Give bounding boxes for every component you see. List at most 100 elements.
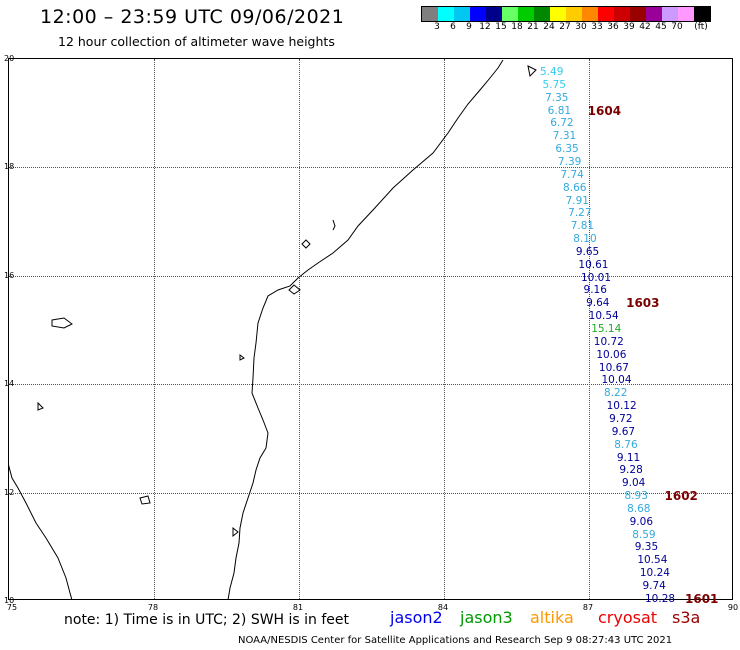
wave-height-value: 7.91 bbox=[565, 194, 589, 207]
wave-height-value: 10.54 bbox=[637, 554, 668, 567]
wave-height-value: 15.14 bbox=[591, 323, 622, 335]
island-h bbox=[288, 284, 301, 295]
wave-height-value: 8.10 bbox=[573, 233, 597, 246]
x-axis-label: 75 bbox=[6, 603, 18, 612]
grid-line-vertical bbox=[154, 59, 155, 599]
wave-height-value: 7.81 bbox=[570, 220, 595, 233]
wave-height-value: 9.06 bbox=[629, 515, 654, 528]
y-axis-label: 20 bbox=[4, 54, 15, 63]
wave-height-value: 10.61 bbox=[578, 258, 609, 271]
scale-swatch bbox=[486, 7, 502, 21]
satellite-name: cryosat bbox=[598, 608, 658, 627]
pass-id-label: 1603 bbox=[626, 296, 660, 311]
wave-height-value: 8.59 bbox=[632, 528, 656, 541]
scale-label: 15 bbox=[495, 22, 507, 32]
wave-height-value: 9.72 bbox=[609, 412, 633, 425]
island-e bbox=[37, 401, 44, 411]
wave-height-value: 10.67 bbox=[598, 361, 629, 374]
scale-label: 3 bbox=[434, 22, 440, 32]
scale-label: 30 bbox=[575, 22, 587, 32]
y-axis-label: 12 bbox=[4, 487, 15, 497]
island-a bbox=[332, 219, 336, 231]
wave-height-value: 10.28 bbox=[645, 592, 676, 605]
wave-height-value: 7.31 bbox=[552, 130, 577, 143]
grid-line-vertical bbox=[299, 59, 300, 599]
wave-height-value: 10.04 bbox=[601, 374, 632, 387]
scale-label: 6 bbox=[450, 22, 456, 32]
pass-id-label: 1604 bbox=[587, 103, 622, 118]
y-axis-label: 14 bbox=[4, 379, 15, 389]
wave-height-value: 7.39 bbox=[557, 155, 582, 168]
scale-label: 24 bbox=[543, 22, 555, 32]
map-frame bbox=[8, 58, 733, 600]
wave-height-value: 10.72 bbox=[593, 335, 624, 348]
scale-label: 45 bbox=[655, 22, 667, 32]
grid-line-horizontal bbox=[9, 492, 732, 494]
wave-height-value: 10.24 bbox=[639, 567, 670, 580]
wave-height-value: 7.27 bbox=[568, 207, 592, 220]
wave-height-value: 9.16 bbox=[583, 284, 607, 297]
satellite-name: jason3 bbox=[460, 608, 513, 627]
grid-line-horizontal bbox=[9, 167, 732, 169]
grid-line-vertical bbox=[589, 59, 590, 599]
scale-label: 27 bbox=[559, 22, 571, 32]
scale-label: 36 bbox=[607, 22, 619, 32]
scale-swatch bbox=[534, 7, 550, 21]
sri-lanka-coast bbox=[8, 462, 73, 600]
y-axis-label: 10 bbox=[4, 596, 15, 605]
y-axis-label: 16 bbox=[4, 270, 15, 280]
wave-height-value: 6.81 bbox=[547, 104, 572, 117]
island-i bbox=[527, 65, 537, 78]
scale-swatch bbox=[694, 7, 710, 21]
wave-height-value: 9.65 bbox=[575, 245, 600, 258]
scale-label: 21 bbox=[527, 22, 539, 32]
scale-swatch bbox=[614, 7, 630, 21]
wave-height-value: 7.35 bbox=[545, 91, 569, 104]
grid-line-vertical bbox=[444, 59, 445, 599]
footer-credit: NOAA/NESDIS Center for Satellite Applica… bbox=[238, 635, 673, 646]
color-scale-bar bbox=[421, 6, 711, 22]
india-east-coast bbox=[227, 59, 504, 600]
scale-swatch bbox=[678, 7, 694, 21]
footer-note: note: 1) Time is in UTC; 2) SWH is in fe… bbox=[64, 612, 350, 628]
scale-swatch bbox=[502, 7, 518, 21]
pass-id-label: 1601 bbox=[685, 591, 719, 606]
x-axis-label: 90 bbox=[727, 603, 739, 612]
scale-swatch bbox=[454, 7, 470, 21]
island-b bbox=[301, 239, 311, 249]
wave-height-value: 10.06 bbox=[596, 348, 627, 361]
scale-label: 39 bbox=[623, 22, 635, 32]
pass-id-label: 1602 bbox=[664, 489, 698, 504]
scale-swatch bbox=[422, 7, 438, 21]
wave-height-value: 9.11 bbox=[616, 451, 641, 464]
scale-swatch bbox=[662, 7, 678, 21]
scale-swatch bbox=[566, 7, 582, 21]
satellite-name: jason2 bbox=[390, 608, 443, 627]
wave-height-value: 9.35 bbox=[634, 541, 659, 554]
wave-height-value: 10.01 bbox=[580, 271, 612, 284]
scale-swatch bbox=[630, 7, 646, 21]
wave-height-value: 7.74 bbox=[560, 168, 584, 181]
island-d bbox=[239, 354, 245, 361]
wave-height-value: 8.22 bbox=[604, 387, 628, 400]
scale-swatch bbox=[582, 7, 598, 21]
x-axis-label: 78 bbox=[147, 603, 159, 612]
scale-swatch bbox=[470, 7, 486, 21]
wave-height-value: 5.75 bbox=[542, 78, 566, 91]
island-c bbox=[51, 317, 73, 329]
wave-height-value: 9.04 bbox=[621, 477, 646, 490]
y-axis-label: 18 bbox=[4, 162, 15, 172]
wave-height-value: 9.64 bbox=[586, 297, 610, 310]
wave-height-value: 9.74 bbox=[642, 580, 666, 592]
wave-height-value: 8.68 bbox=[627, 502, 651, 515]
island-f bbox=[139, 495, 151, 505]
scale-label: 12 bbox=[479, 22, 491, 32]
scale-swatch bbox=[598, 7, 614, 21]
wave-height-value: 8.76 bbox=[614, 438, 638, 451]
scale-swatch bbox=[438, 7, 454, 21]
scale-swatch bbox=[550, 7, 566, 21]
scale-label: 9 bbox=[466, 22, 472, 32]
scale-label: 18 bbox=[511, 22, 523, 32]
scale-label: 70 bbox=[671, 22, 683, 32]
wave-height-value: 9.67 bbox=[611, 425, 636, 438]
